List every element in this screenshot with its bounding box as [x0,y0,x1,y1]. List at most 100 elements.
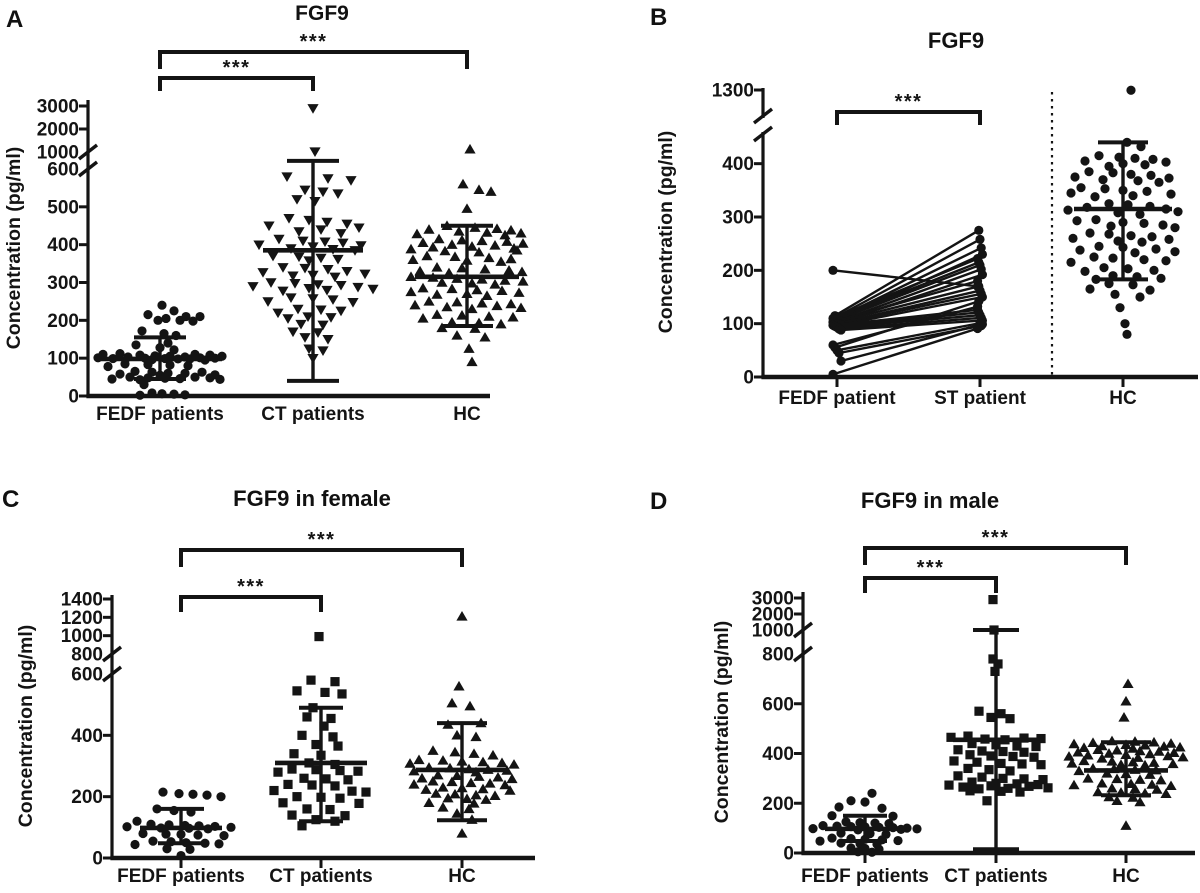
data-point [1085,228,1095,238]
data-point [489,278,501,289]
data-point [335,306,347,317]
data-point [335,766,345,776]
data-point [1076,183,1086,193]
data-point [330,677,340,687]
data-point [437,755,449,765]
data-point [1177,751,1189,762]
data-point [299,185,311,196]
data-point [1092,744,1104,754]
significance-bracket [158,50,469,69]
group-hc-points [405,143,529,367]
data-point [1170,223,1180,233]
x-axis-group-label: HC [1109,388,1137,409]
data-point [1012,779,1022,789]
significance-bracket [179,595,323,612]
data-point [1087,737,1099,748]
data-point [1111,744,1123,755]
data-point [946,732,956,742]
axis-break-mark [752,107,774,125]
data-point [1098,175,1108,185]
data-point [480,794,492,804]
data-point [492,771,504,782]
data-point [330,781,340,791]
data-point [433,233,445,244]
data-point [1118,712,1130,722]
data-point [1139,218,1149,228]
data-point [846,796,856,806]
data-point [867,788,877,798]
data-point [327,295,339,305]
data-point [1090,192,1100,202]
data-point [1147,232,1157,242]
data-point [337,238,349,249]
error-bars [953,628,1039,852]
data-point [427,775,439,786]
data-point [430,788,442,798]
data-point [466,277,478,288]
x-axis-group-label: FEDF patient [778,388,896,409]
data-point [1173,207,1183,217]
data-point [449,251,461,261]
data-point [322,335,334,345]
data-point [1082,772,1094,783]
y-tick-label: 0 [68,387,79,408]
panel-title: FGF9 [927,28,985,53]
data-point [214,839,224,849]
axis-break-mark [101,645,123,663]
data-point [491,300,503,311]
data-point [1126,85,1136,95]
x-axis-group-label: FEDF patients [117,866,245,887]
y-tick-label: 0 [743,368,754,389]
data-point [1108,168,1118,178]
data-point [1080,156,1090,166]
data-point [485,186,497,196]
y-tick-label: 1000 [61,626,103,647]
data-point [309,147,321,157]
data-point [1101,768,1113,778]
data-point [986,781,996,791]
data-point [1066,257,1076,267]
data-point [103,361,113,372]
data-point [131,340,141,350]
pair-line [834,285,980,324]
data-point [352,282,364,293]
y-tick-label: 200 [762,794,794,815]
data-point [996,786,1006,796]
pair-line [834,229,980,317]
data-point [262,297,274,307]
data-point [319,721,329,731]
data-point [476,297,488,308]
data-point [1073,765,1085,776]
data-point [299,333,311,343]
data-point [473,771,485,781]
error-bars [98,335,222,381]
data-point [463,803,475,814]
data-point [161,313,171,324]
data-point [267,251,279,262]
data-point [1146,170,1156,180]
data-point [1106,782,1118,793]
data-point [297,730,307,740]
data-point [977,270,987,280]
data-point [893,835,903,846]
data-point [517,238,529,248]
data-point [974,296,984,306]
data-point [456,310,468,320]
data-point [405,271,417,282]
data-point [464,700,476,711]
data-point [431,289,443,299]
data-point [1128,191,1138,201]
data-point [446,776,458,787]
data-point [483,311,495,321]
data-point [353,766,363,776]
data-point [315,225,327,235]
significance-bracket [158,76,315,91]
panel-c: C FGF9 in female 1400 1200 1000 800 600 400 20… [0,450,600,893]
pair-line [832,279,978,324]
pair-line [834,261,980,321]
data-point [501,236,513,246]
data-point [1031,741,1041,752]
data-point [1154,177,1164,187]
data-point [1165,738,1177,748]
axis-break-mark [792,621,814,639]
